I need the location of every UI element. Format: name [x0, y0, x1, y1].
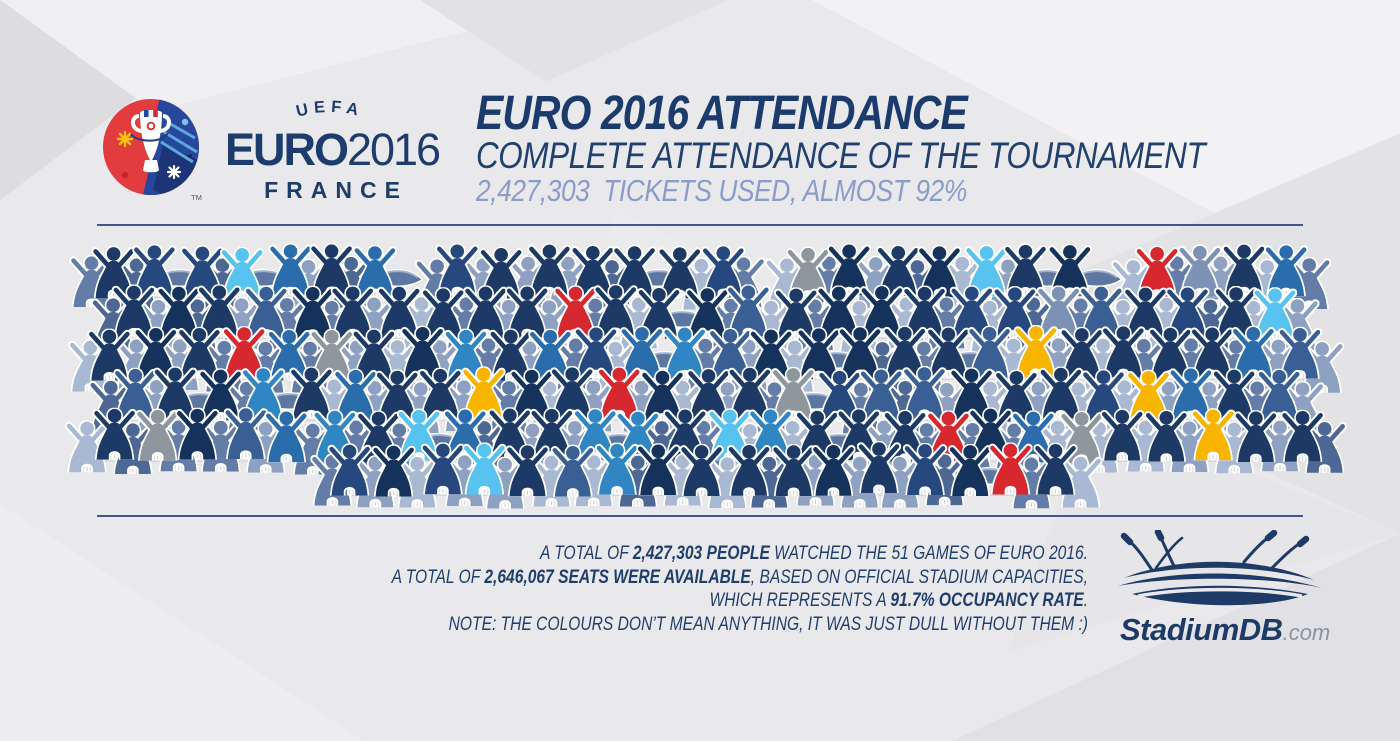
footer-line: WHICH REPRESENTS A 91.7% OCCUPANCY RATE.: [709, 589, 1088, 612]
stadiumdb-tld: .com: [1282, 620, 1331, 645]
tickets-used-line: 2,427,303 TICKETS USED, ALMOST 92%: [476, 173, 967, 208]
uefa-label: UEFA: [294, 98, 360, 121]
top-divider: [97, 224, 1303, 226]
stadiumdb-logo-icon: [1118, 530, 1322, 606]
footer-line: A TOTAL OF 2,427,303 PEOPLE WATCHED THE …: [540, 542, 1088, 564]
svg-text:UEFA: UEFA: [294, 98, 365, 121]
logo-emblem-circle: [103, 99, 199, 195]
yellow-sparkle-icon: [116, 130, 134, 148]
stadiumdb-wordmark: StadiumDB.com: [1120, 612, 1330, 648]
logo-year-label: 2016: [346, 124, 441, 175]
logo-wordmark: EURO2016: [216, 124, 448, 176]
footer-text: A TOTAL OF 2,427,303 PEOPLE WATCHED THE …: [0, 542, 1088, 636]
trophy-icon: [130, 110, 171, 173]
white-sparkle-icon: [166, 164, 182, 180]
navy-dot-icon: [188, 154, 192, 158]
page-subtitle: COMPLETE ATTENDANCE OF THE TOURNAMENT: [476, 135, 1206, 176]
footer-line: NOTE: THE COLOURS DON’T MEAN ANYTHING, I…: [448, 612, 1088, 635]
logo-country-label: FRANCE: [264, 177, 408, 203]
bottom-divider: [97, 515, 1303, 517]
logo-euro-label: EURO: [224, 124, 349, 175]
trademark-label: TM: [191, 193, 202, 202]
page-title: EURO 2016 ATTENDANCE: [476, 87, 968, 140]
footer-line: A TOTAL OF 2,646,067 SEATS WERE AVAILABL…: [391, 565, 1088, 588]
header-title-block: EURO 2016 ATTENDANCE COMPLETE ATTENDANCE…: [476, 87, 1334, 208]
blue-dot-icon: [181, 118, 189, 126]
stadiumdb-name: StadiumDB: [1120, 612, 1283, 647]
red-dot-icon: [121, 171, 129, 179]
euro2016-logo: TM: [103, 99, 202, 202]
uefa-arc: UEFA: [294, 98, 365, 121]
